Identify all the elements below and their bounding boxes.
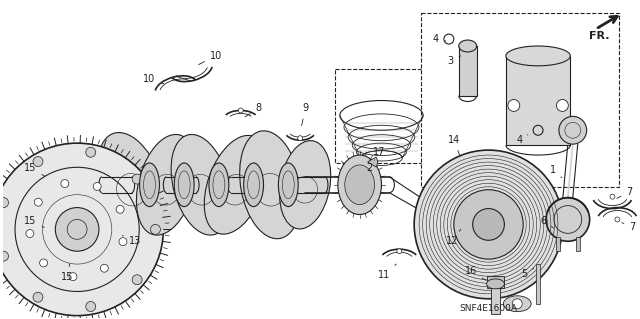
Text: 10: 10 — [143, 74, 164, 84]
Circle shape — [414, 150, 563, 299]
Text: 15: 15 — [24, 163, 45, 176]
Text: 9: 9 — [301, 103, 308, 126]
Text: 6: 6 — [540, 217, 554, 228]
Ellipse shape — [506, 46, 570, 66]
Ellipse shape — [98, 133, 165, 237]
Ellipse shape — [244, 163, 264, 207]
Ellipse shape — [459, 40, 477, 52]
Ellipse shape — [136, 135, 196, 235]
Ellipse shape — [171, 135, 231, 235]
Text: 1: 1 — [550, 165, 562, 178]
Ellipse shape — [345, 165, 374, 204]
Circle shape — [0, 198, 8, 208]
Text: 11: 11 — [378, 264, 396, 280]
Text: 17: 17 — [369, 147, 386, 160]
Text: 10: 10 — [198, 51, 222, 64]
Text: 8: 8 — [245, 103, 262, 117]
Bar — [556, 237, 560, 251]
Circle shape — [298, 136, 303, 141]
Circle shape — [559, 116, 587, 144]
Text: SNF4E1600A: SNF4E1600A — [460, 304, 518, 313]
Circle shape — [512, 299, 522, 309]
Text: 3: 3 — [448, 56, 461, 66]
Circle shape — [132, 275, 142, 285]
Circle shape — [397, 249, 402, 254]
Ellipse shape — [504, 296, 531, 312]
Circle shape — [40, 259, 47, 267]
Circle shape — [556, 100, 568, 111]
Circle shape — [33, 292, 43, 302]
Circle shape — [454, 190, 524, 259]
Text: 5: 5 — [521, 269, 534, 279]
Circle shape — [61, 180, 69, 188]
Text: 16: 16 — [465, 266, 486, 280]
Circle shape — [610, 194, 615, 199]
Circle shape — [238, 108, 243, 113]
Circle shape — [93, 182, 101, 190]
Circle shape — [119, 238, 127, 246]
Circle shape — [33, 157, 43, 167]
Text: 12: 12 — [445, 229, 461, 246]
Ellipse shape — [486, 279, 504, 289]
Text: 4: 4 — [516, 135, 528, 145]
Circle shape — [35, 198, 42, 206]
Bar — [506, 56, 570, 145]
Text: 4: 4 — [433, 34, 446, 44]
Circle shape — [132, 174, 142, 184]
Wedge shape — [367, 157, 378, 167]
Bar — [421, 13, 620, 187]
Circle shape — [86, 147, 96, 157]
Circle shape — [473, 209, 504, 240]
Circle shape — [0, 143, 163, 315]
Bar — [486, 276, 504, 288]
Text: 7: 7 — [622, 222, 636, 233]
Circle shape — [86, 301, 96, 311]
Ellipse shape — [174, 163, 194, 207]
Ellipse shape — [140, 163, 159, 207]
Circle shape — [100, 264, 108, 272]
Ellipse shape — [278, 163, 298, 207]
Text: FR.: FR. — [589, 31, 609, 41]
Circle shape — [55, 208, 99, 251]
Bar — [536, 264, 540, 304]
Text: 15: 15 — [61, 264, 74, 282]
Text: 2: 2 — [367, 160, 374, 173]
Bar — [459, 46, 477, 96]
Ellipse shape — [239, 131, 301, 239]
Circle shape — [150, 225, 161, 234]
Bar — [335, 69, 429, 163]
Circle shape — [508, 100, 520, 111]
Circle shape — [546, 198, 589, 241]
Ellipse shape — [209, 163, 229, 207]
Bar — [490, 284, 500, 314]
Text: 13: 13 — [122, 235, 141, 246]
Ellipse shape — [338, 155, 381, 214]
Circle shape — [0, 251, 8, 261]
Circle shape — [69, 273, 77, 281]
Circle shape — [26, 230, 34, 237]
Text: 14: 14 — [448, 135, 460, 155]
Text: 7: 7 — [617, 187, 632, 198]
Text: 15: 15 — [24, 217, 44, 227]
Circle shape — [116, 205, 124, 213]
Ellipse shape — [204, 136, 268, 234]
Circle shape — [615, 217, 620, 222]
Ellipse shape — [280, 141, 331, 229]
Bar — [576, 237, 580, 251]
